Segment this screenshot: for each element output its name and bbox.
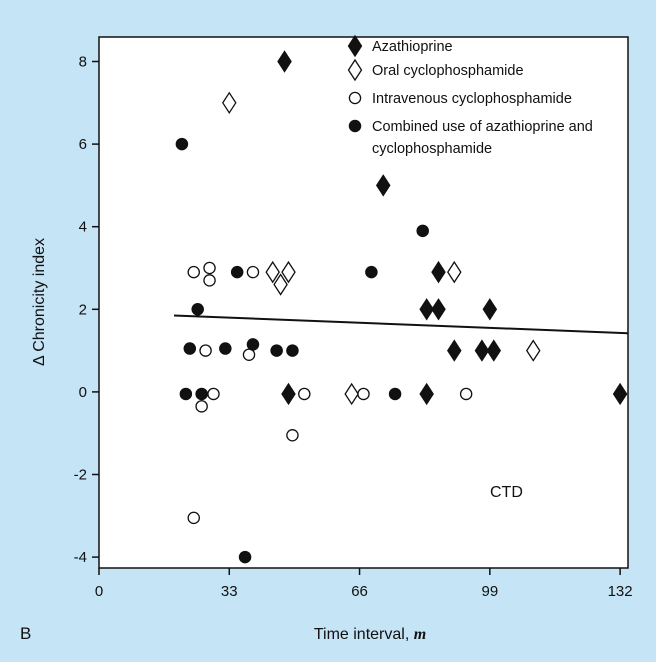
data-point-open-diamond	[344, 382, 359, 406]
data-point-open-circle	[246, 265, 260, 279]
data-point-open-diamond	[222, 91, 237, 114]
data-points	[175, 50, 628, 564]
y-tick-label: 8	[79, 54, 87, 71]
data-point-filled-diamond	[431, 260, 446, 284]
data-point-filled-circle	[179, 387, 193, 401]
trend-line	[173, 314, 629, 335]
legend-label-oral-cyclophosphamide: Oral cyclophosphamide	[372, 63, 524, 79]
data-point-filled-circle	[183, 342, 197, 355]
data-point-filled-circle	[238, 550, 252, 564]
data-point-filled-diamond	[486, 339, 502, 362]
panel-label: B	[20, 624, 31, 643]
data-point-filled-diamond	[277, 50, 292, 73]
data-point-filled-circle	[270, 344, 283, 357]
data-point-filled-circle	[219, 342, 232, 355]
x-tick-label: 132	[608, 583, 633, 600]
y-tick-label: 4	[79, 219, 87, 236]
data-point-open-circle	[298, 387, 311, 401]
x-axis-title: Time interval, m	[314, 626, 426, 643]
data-point-filled-circle	[230, 265, 244, 279]
legend-label-intravenous-cyclophosphamide: Intravenous cyclophosphamide	[372, 91, 572, 107]
data-point-open-circle	[187, 265, 200, 279]
data-point-filled-circle	[286, 344, 299, 357]
x-tick-label: 0	[95, 583, 103, 600]
x-tick-label: 99	[481, 583, 498, 600]
data-point-open-diamond	[525, 339, 541, 362]
data-point-open-diamond	[281, 260, 296, 284]
data-point-filled-diamond	[419, 298, 434, 321]
legend: Azathioprine Oral cyclophosphamide Intra…	[347, 34, 593, 157]
data-point-filled-circle	[388, 387, 402, 401]
data-point-filled-circle	[365, 265, 378, 279]
data-point-open-diamond	[273, 273, 288, 296]
data-point-open-circle	[203, 274, 216, 287]
legend-marker-filled-diamond	[347, 34, 363, 58]
y-tick-label: -4	[74, 549, 87, 566]
data-point-open-diamond	[447, 260, 462, 284]
data-point-filled-circle	[191, 303, 204, 316]
data-point-filled-circle	[246, 338, 260, 351]
data-point-filled-diamond	[281, 382, 296, 406]
data-point-filled-circle	[195, 387, 208, 401]
data-point-open-diamond	[265, 260, 280, 284]
data-point-filled-diamond	[431, 298, 446, 321]
legend-label-combined-line1: Combined use of azathioprine and	[372, 119, 593, 135]
legend-label-combined-line2: cyclophosphamide	[372, 141, 492, 157]
data-point-filled-diamond	[612, 382, 628, 406]
annotation-ctd: CTD	[490, 484, 523, 501]
y-tick-label: 6	[79, 136, 87, 153]
legend-markers	[347, 34, 363, 133]
data-point-filled-diamond	[474, 339, 490, 362]
data-point-filled-diamond	[447, 339, 462, 362]
x-tick-label: 66	[351, 583, 368, 600]
data-point-open-circle	[459, 387, 473, 401]
y-tick-label: -2	[74, 467, 87, 484]
data-point-open-circle	[203, 261, 216, 275]
data-point-open-circle	[242, 348, 256, 361]
data-point-filled-diamond	[419, 382, 434, 406]
y-tick-label: 2	[79, 301, 87, 318]
data-point-filled-diamond	[482, 298, 498, 321]
y-tick-label: 0	[79, 384, 87, 401]
axis-ticks: 8 6 4 2 0 -2 -4 0 33 66 99 132	[74, 54, 633, 601]
data-point-open-circle	[357, 387, 370, 401]
legend-label-azathioprine: Azathioprine	[372, 39, 453, 55]
legend-marker-open-diamond	[347, 58, 363, 82]
data-point-filled-diamond	[375, 174, 391, 197]
data-point-filled-circle	[175, 137, 189, 151]
y-axis-title: Δ Chronicity index	[31, 238, 48, 366]
data-point-open-circle	[187, 511, 200, 525]
legend-marker-filled-circle	[348, 119, 362, 133]
data-point-open-circle	[199, 344, 212, 357]
x-tick-label: 33	[221, 583, 238, 600]
plot-area	[98, 36, 629, 569]
data-point-open-circle	[286, 429, 299, 442]
data-point-filled-circle	[416, 224, 429, 238]
x-axis-title-main: Time interval,	[314, 626, 414, 643]
data-point-open-circle	[207, 387, 220, 401]
x-axis-title-variable: m	[414, 626, 426, 643]
legend-marker-open-circle	[348, 91, 362, 105]
data-point-open-circle	[195, 400, 208, 413]
